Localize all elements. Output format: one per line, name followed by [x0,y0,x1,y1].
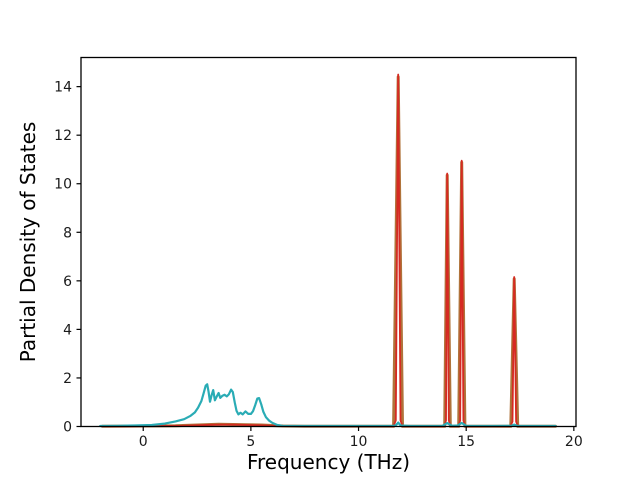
y-tick-label-0: 0 [63,420,72,436]
x-tick-label-1: 5 [246,434,255,450]
y-tick-label-5: 10 [54,177,72,193]
y-tick-label-3: 6 [63,274,72,290]
y-axis-label: Partial Density of States [16,121,40,363]
y-tick-label-7: 14 [54,80,72,96]
x-tick-label-2: 10 [350,434,368,450]
y-tick-label-4: 8 [63,225,72,241]
y-tick-label-6: 12 [54,128,72,144]
x-tick-label-3: 15 [457,434,475,450]
pdos-teal-series [99,383,557,428]
pdos-red-series [101,73,557,428]
x-tick-label-0: 0 [139,434,148,450]
y-tick-label-2: 4 [63,322,72,338]
y-tick-label-1: 2 [63,371,72,387]
axes-spines [80,56,577,428]
pdos-tan-series [100,75,557,428]
x-tick-label-4: 20 [565,434,583,450]
x-axis-label: Frequency (THz) [246,450,411,474]
